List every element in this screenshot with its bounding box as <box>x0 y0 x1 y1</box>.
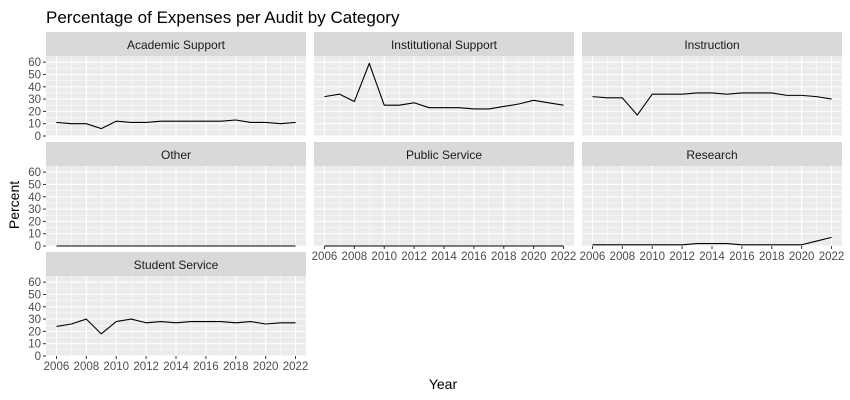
facet-strip-label: Student Service <box>134 258 219 272</box>
y-tick-label: 60 <box>28 57 41 69</box>
facet-strip-label: Other <box>161 148 191 162</box>
series-line <box>56 119 296 130</box>
x-tick-label: 2022 <box>551 251 577 263</box>
x-tick-label: 2014 <box>699 251 725 263</box>
y-tick-label: 50 <box>28 179 41 191</box>
facet-strip <box>582 32 842 56</box>
facet-research: Research 2006 2008 2010 2012 2014 2016 2018 2020… <box>580 142 845 263</box>
facet-strip <box>46 252 306 276</box>
x-axis-title: Year <box>429 376 458 392</box>
facet-panels: Academic Support0102030405060Institution… <box>28 32 844 373</box>
x-tick-label: 2010 <box>103 361 129 373</box>
x-tick-label: 2018 <box>759 251 785 263</box>
series-line <box>56 318 296 335</box>
x-tick-label: 2016 <box>461 251 487 263</box>
y-tick-label: 10 <box>28 229 41 241</box>
facet-public-service: Public Service 2006 2008 2010 2012 2014 2016 20… <box>312 142 577 263</box>
x-tick-label: 2016 <box>729 251 755 263</box>
facet-strip-label: Research <box>686 148 737 162</box>
facet-strip <box>582 142 842 166</box>
series-line <box>324 62 564 110</box>
y-tick-label: 0 <box>35 351 41 363</box>
x-tick-label: 2022 <box>283 361 309 373</box>
facet-strip <box>314 32 574 56</box>
facet-instruction: Instruction <box>582 32 842 137</box>
x-tick-label: 2020 <box>253 361 279 373</box>
x-tick-label: 2006 <box>312 251 338 263</box>
x-tick-label: 2018 <box>223 361 249 373</box>
y-tick-label: 30 <box>28 314 41 326</box>
y-tick-label: 30 <box>28 204 41 216</box>
y-tick-label: 60 <box>28 277 41 289</box>
x-tick-label: 2008 <box>610 251 636 263</box>
series-line <box>592 236 832 246</box>
x-tick-label: 2022 <box>819 251 845 263</box>
x-tick-label: 2012 <box>401 251 427 263</box>
y-tick-label: 50 <box>28 69 41 81</box>
x-tick-label: 2012 <box>669 251 695 263</box>
x-tick-label: 2014 <box>431 251 457 263</box>
facet-institutional-support: Institutional Support <box>314 32 574 137</box>
x-tick-label: 2020 <box>789 251 815 263</box>
y-tick-label: 50 <box>28 289 41 301</box>
facet-strip <box>46 32 306 56</box>
x-tick-label: 2020 <box>521 251 547 263</box>
y-tick-label: 10 <box>28 119 41 131</box>
facet-strip <box>46 142 306 166</box>
y-tick-label: 40 <box>28 192 41 204</box>
x-tick-label: 2006 <box>44 361 70 373</box>
y-axis-title: Percent <box>6 181 22 229</box>
y-tick-label: 60 <box>28 167 41 179</box>
x-tick-label: 2006 <box>580 251 606 263</box>
x-tick-label: 2010 <box>371 251 397 263</box>
x-tick-label: 2016 <box>193 361 219 373</box>
y-tick-label: 30 <box>28 94 41 106</box>
x-tick-label: 2008 <box>74 361 100 373</box>
x-tick-label: 2018 <box>491 251 517 263</box>
y-tick-label: 40 <box>28 82 41 94</box>
facet-strip-label: Public Service <box>406 148 482 162</box>
facet-strip-label: Institutional Support <box>391 38 498 52</box>
y-tick-label: 20 <box>28 106 41 118</box>
y-tick-label: 0 <box>35 241 41 253</box>
y-tick-label: 40 <box>28 302 41 314</box>
x-tick-label: 2010 <box>639 251 665 263</box>
facet-strip-label: Academic Support <box>127 38 226 52</box>
y-tick-label: 10 <box>28 339 41 351</box>
y-tick-label: 0 <box>35 131 41 143</box>
chart-title: Percentage of Expenses per Audit by Cate… <box>46 8 400 27</box>
facet-strip <box>314 142 574 166</box>
y-tick-label: 20 <box>28 216 41 228</box>
x-tick-label: 2014 <box>163 361 189 373</box>
series-line <box>592 92 832 116</box>
y-tick-label: 20 <box>28 326 41 338</box>
x-tick-label: 2008 <box>342 251 368 263</box>
facet-strip-label: Instruction <box>684 38 739 52</box>
x-tick-label: 2012 <box>133 361 159 373</box>
